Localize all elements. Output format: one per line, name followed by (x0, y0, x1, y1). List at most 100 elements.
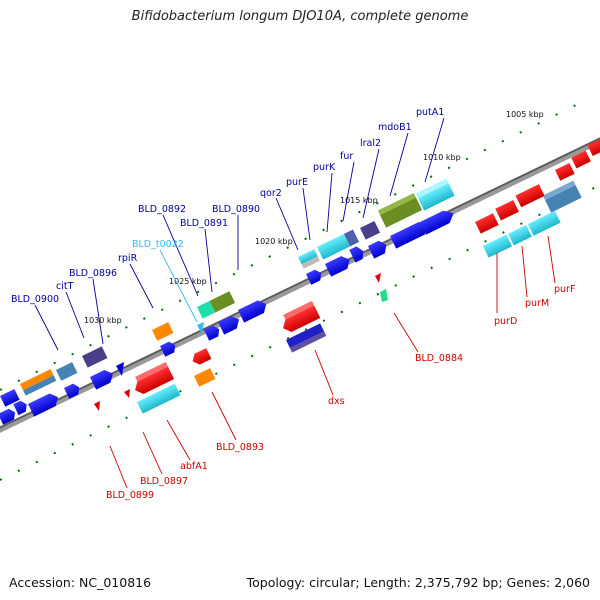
gene-label: purF (554, 284, 575, 295)
gene-BLD_0891 (209, 291, 236, 313)
gene-small-red (124, 389, 130, 398)
gene-block (283, 300, 321, 332)
leader-line (34, 304, 59, 351)
gene-label: BLD_0890 (212, 204, 260, 215)
gene-block (90, 369, 113, 390)
accession-text: Accession: NC_010816 (9, 575, 152, 590)
gene-blue-arrow (204, 325, 220, 341)
top-labels: putA1 mdoB1 lral2 fur purK purE qor2 BLD… (11, 107, 444, 305)
gene-block (317, 229, 360, 260)
gene-block (56, 362, 78, 381)
gene-rna-small (380, 289, 388, 302)
leader-line (393, 312, 419, 353)
gene-label: BLD_0899 (106, 490, 154, 501)
gene-red (571, 150, 591, 169)
gene-purF (527, 210, 561, 236)
gene-blue-arrow (420, 210, 454, 235)
bottom-labels: purF purM purD BLD_0884 dxs BLD_0893 abf… (106, 284, 575, 501)
gene-label: lral2 (360, 138, 381, 149)
gene-blue-arrow (64, 383, 80, 399)
gene-top-face (283, 300, 315, 320)
gene-citT (56, 362, 78, 381)
gene-block (238, 300, 267, 323)
leader-line (204, 228, 213, 293)
leader-line (65, 291, 85, 339)
tick-label: 1030 kbp (84, 316, 122, 325)
gene-label-rna: BLD_t0022 (132, 239, 184, 250)
gene-block (152, 322, 174, 341)
gene-label: purK (313, 162, 336, 173)
gene-block (20, 369, 57, 396)
gene-label: fur (340, 151, 353, 162)
gene-blue-arrow (390, 221, 430, 249)
gene-steel (23, 375, 57, 396)
gene-label: BLD_0893 (216, 442, 264, 453)
reverse-genes (94, 273, 388, 414)
leader-line (92, 278, 104, 345)
gene-purD (483, 234, 513, 258)
gene-block (0, 400, 27, 425)
gene-BLD_t0022 (197, 322, 204, 334)
gene-lral2 (360, 220, 381, 240)
gene-block (135, 361, 175, 394)
gene-blue-arrow (0, 408, 16, 425)
gene-block (82, 346, 108, 368)
gene-blue-arrow (325, 256, 350, 277)
gene-blue-arrow (218, 315, 240, 335)
leader-line (159, 249, 198, 323)
gene-label: qor2 (260, 188, 282, 199)
gene-block (160, 341, 176, 357)
gene-blue-arrow (90, 369, 113, 390)
gene-red (555, 162, 575, 181)
gene-block (325, 246, 364, 277)
tick-label: 1005 kbp (506, 110, 544, 119)
gene-block (555, 138, 600, 181)
gene-label: rpiR (118, 253, 138, 264)
gene-mdoB1 (380, 197, 423, 228)
tick-label: 1015 kbp (340, 196, 378, 205)
gene-block (197, 291, 236, 319)
gene-blue-reverse (286, 323, 325, 349)
gene-blue-arrow (306, 269, 322, 285)
leader-line (389, 132, 409, 197)
leader-line (521, 245, 528, 298)
gene-block (475, 184, 545, 234)
gene-block (415, 178, 455, 211)
gene-purple (289, 331, 327, 353)
gene-top-face (377, 192, 416, 215)
gene-fur (343, 229, 360, 247)
leader-line (162, 214, 199, 297)
bottom-leaders (109, 235, 556, 489)
gene-block (204, 325, 220, 341)
gene-block (286, 323, 327, 353)
leader-line (302, 187, 311, 241)
gene-red (495, 200, 519, 221)
gene-rpiR (152, 322, 174, 341)
gene-label: BLD_0900 (11, 294, 59, 305)
gene-red (475, 213, 499, 234)
tick-label: 1020 kbp (255, 237, 293, 246)
gene-label: purM (525, 298, 549, 309)
gene-blue-arrow (349, 246, 364, 263)
genome-summary: Topology: circular; Length: 2,375,792 bp… (246, 575, 590, 590)
gene-qor2 (298, 249, 318, 265)
gene-label: abfA1 (180, 461, 208, 472)
gene-block (137, 383, 181, 414)
map-title: Bifidobacterium longum DJO10A, complete … (131, 9, 469, 24)
gene-label: BLD_0884 (415, 353, 463, 364)
gene-blue-arrow (160, 341, 176, 357)
gene-blue-arrow (28, 393, 59, 417)
gene-label: BLD_0892 (138, 204, 186, 215)
leader-line (314, 349, 334, 396)
gene-BLD_0884 (375, 273, 381, 283)
gene-block (194, 368, 216, 387)
leader-line (109, 445, 128, 489)
gene-purK (317, 233, 351, 260)
gene-red (587, 138, 600, 157)
gene-top-face (542, 180, 576, 200)
gene-putA1 (418, 183, 455, 211)
gene-citT-like (545, 185, 582, 213)
leader-line (211, 391, 237, 441)
gene-BLD_0892 (197, 300, 216, 319)
gene-BLD_0896 (82, 346, 108, 368)
